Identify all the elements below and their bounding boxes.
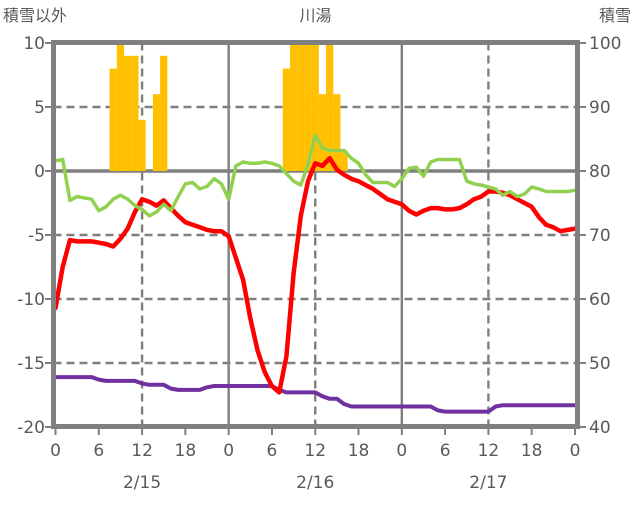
green-snow-depth-line [53,133,577,218]
precip-bar [152,94,161,171]
precip-bar [318,94,327,171]
hour-tick-label: 18 [521,441,543,461]
hour-tick-label: 12 [478,441,500,461]
right-axis-tick-label: 70 [589,226,611,246]
plot-border [51,40,580,429]
left-axis-title: 積雪以外 [3,6,68,25]
left-axis-tick-label: -15 [17,354,45,374]
hour-tick-label: 18 [348,441,370,461]
right-axis-title: 積雪 [598,6,631,25]
precip-bar [131,55,139,171]
right-axis-tick-label: 100 [589,34,621,54]
left-axis-tick-label: 10 [23,34,45,54]
precip-bar [326,43,334,171]
date-label: 2/15 [123,473,161,493]
hour-tick-label: 0 [396,441,407,461]
precip-bar [311,43,319,171]
right-axis-tick-label: 40 [589,418,611,438]
right-axis-tick-label: 60 [589,290,611,310]
left-axis-tick-label: -5 [28,226,45,246]
left-axis-tick-label: 0 [34,162,45,182]
precip-bar [160,55,168,171]
date-label: 2/16 [296,473,334,493]
hour-tick-label: 0 [50,441,61,461]
hour-tick-label: 6 [440,441,451,461]
hour-tick-label: 12 [131,441,153,461]
precip-bar [138,119,146,171]
left-axis-tick-label: -10 [17,290,45,310]
precip-bar [282,68,290,171]
right-axis-tick-label: 90 [589,98,611,118]
precip-bar [297,43,305,171]
precip-bar [304,43,312,171]
chart-title: 川湯 [299,6,332,25]
hour-tick-label: 6 [267,441,278,461]
precip-bar [289,43,298,171]
red-temperature-line [53,155,578,395]
precip-bar [116,43,125,171]
precip-bar [124,55,132,171]
precip-bar [333,94,341,171]
right-axis-tick-label: 50 [589,354,611,374]
precip-bar [340,150,348,171]
hour-tick-label: 0 [223,441,234,461]
hour-tick-label: 0 [570,441,581,461]
date-label: 2/17 [469,473,507,493]
hour-tick-label: 12 [304,441,326,461]
left-axis-tick-label: -20 [17,418,45,438]
precip-bar [109,68,117,171]
left-axis-tick-label: 5 [34,98,45,118]
hour-tick-label: 6 [93,441,104,461]
right-axis-tick-label: 80 [589,162,611,182]
hour-tick-label: 18 [175,441,197,461]
purple-line [53,375,577,414]
